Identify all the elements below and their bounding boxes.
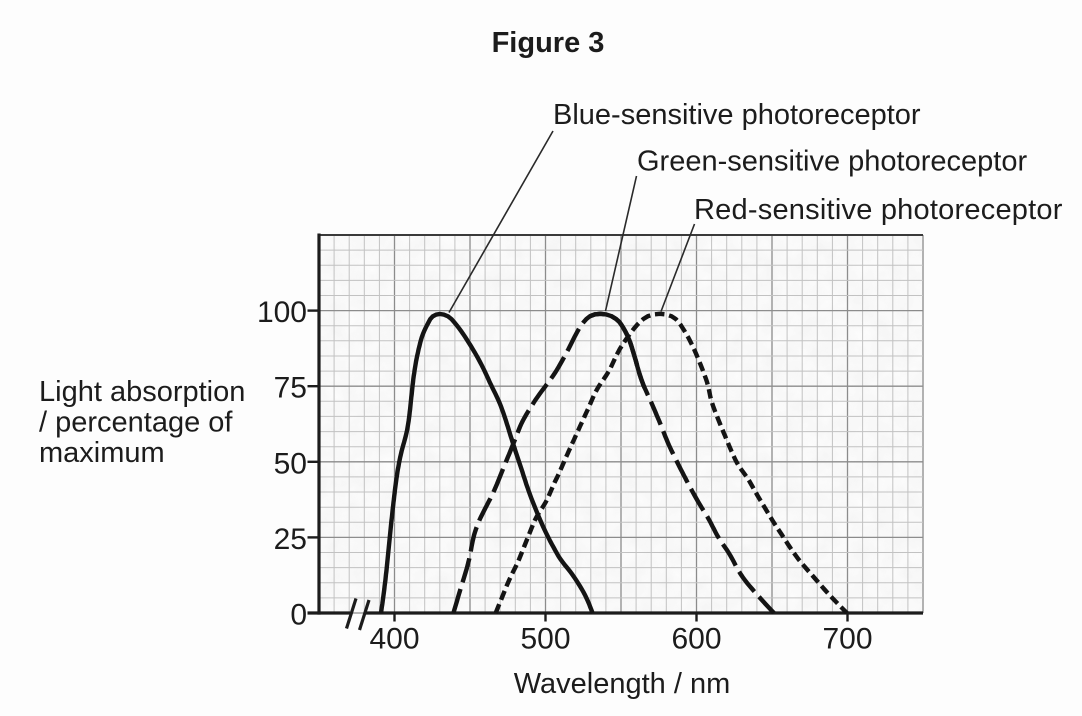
svg-text:50: 50 (274, 447, 307, 480)
svg-text:0: 0 (290, 599, 307, 632)
svg-text:Green-sensitive photoreceptor: Green-sensitive photoreceptor (637, 146, 1027, 178)
svg-text:500: 500 (520, 623, 570, 656)
svg-text:Blue-sensitive photoreceptor: Blue-sensitive photoreceptor (553, 99, 921, 131)
svg-text:600: 600 (671, 623, 721, 656)
svg-text:/ percentage of: / percentage of (39, 407, 233, 439)
svg-text:Figure 3: Figure 3 (492, 27, 605, 59)
svg-text:25: 25 (274, 523, 307, 556)
svg-text:75: 75 (274, 372, 307, 405)
svg-text:100: 100 (257, 296, 307, 329)
svg-text:Light absorption: Light absorption (39, 376, 245, 408)
svg-text:Wavelength / nm: Wavelength / nm (514, 668, 731, 700)
svg-text:400: 400 (369, 623, 419, 656)
svg-text:maximum: maximum (39, 437, 165, 469)
svg-text:700: 700 (822, 623, 872, 656)
svg-text:Red-sensitive photoreceptor: Red-sensitive photoreceptor (694, 194, 1063, 226)
